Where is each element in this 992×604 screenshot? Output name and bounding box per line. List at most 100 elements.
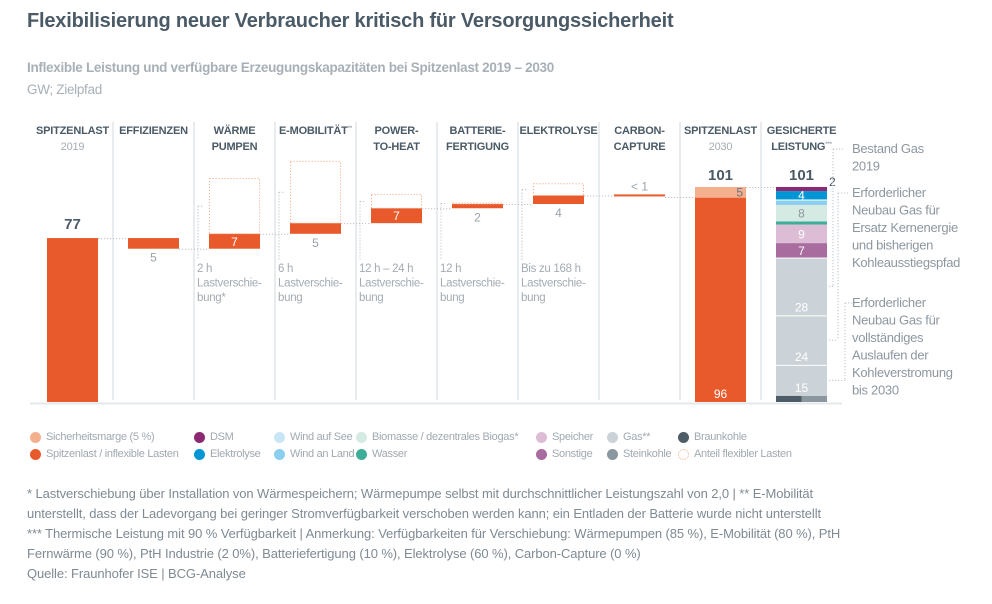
load-shift-note: Lastverschie- [197, 278, 262, 290]
legend-swatch-icon [607, 431, 618, 443]
flexible-share-e_mobilitaet [290, 160, 341, 224]
segment-label: 4 [798, 189, 805, 203]
value-label: 5 [312, 236, 319, 250]
annotation-text: Erforderlicher [852, 185, 927, 200]
segment-label: 15 [795, 381, 809, 395]
annotation-text: Neubau Gas für [852, 313, 941, 328]
annotation-text: Kohleverstromung [852, 365, 953, 380]
footnote-line: *** Thermische Leistung mit 90 % Verfügb… [27, 526, 841, 541]
legend-label: Spitzenlast / inflexible Lasten [46, 448, 179, 460]
column-header: BATTERIE- [449, 125, 506, 137]
footnote-line: unterstellt, dass der Ladevorgang bei ge… [27, 506, 822, 521]
segment-wasser [776, 221, 827, 225]
annotation-text: Bestand Gas [852, 141, 925, 156]
column-header: CARBON- [614, 125, 665, 137]
flexible-share-batteriefertigung [452, 202, 503, 205]
segment-biomasse [776, 204, 827, 222]
load-shift-note: bung* [197, 292, 226, 304]
total-label: 77 [64, 216, 81, 233]
chart-subtitle: Inflexible Leistung und verfügbare Erzeu… [27, 60, 554, 75]
load-shift-note: bung [278, 292, 302, 304]
bar-batteriefertigung [452, 204, 503, 209]
legend-swatch-icon [274, 448, 285, 460]
load-shift-note: 12 h – 24 h [359, 263, 413, 275]
flexible-share-power_to_heat [371, 193, 422, 209]
legend-label: DSM [210, 431, 234, 443]
flexible-share-elektrolyse [533, 183, 584, 196]
legend-label: Braunkohle [694, 431, 747, 443]
legend-item: Biomasse / dezentrales Biogas* [356, 430, 519, 444]
column-header: EFFIZIENZEN [119, 125, 188, 137]
column-header: FERTIGUNG [446, 141, 509, 153]
segment-sicherheitsmarge [695, 186, 746, 198]
total-label: 101 [708, 167, 733, 184]
annotation-text: Ersatz Kernenergie [852, 220, 958, 235]
annotation-text: und bisherigen [852, 238, 933, 253]
segment-label: 9 [798, 227, 805, 241]
legend-item: DSM [194, 430, 234, 444]
annotation-text: 2019 [852, 159, 880, 174]
segment-dsm [776, 186, 827, 192]
load-shift-note: 2 h [197, 263, 212, 275]
segment-label: 28 [795, 300, 809, 314]
legend-swatch-icon [536, 448, 547, 460]
column-header: PUMPEN [212, 141, 258, 153]
value-label: 5 [150, 251, 157, 265]
segment-spitzenlast [695, 197, 746, 402]
legend-swatch-icon [678, 431, 689, 443]
segment-steinkohle [801, 395, 827, 402]
bar-carbon_capture [614, 194, 665, 197]
legend-item: Anteil flexibler Lasten [678, 447, 792, 461]
legend-item: Elektrolyse [194, 447, 261, 461]
legend-swatch-icon [30, 431, 41, 443]
bar-e_mobilitaet [290, 223, 341, 234]
column-header: TO-HEAT [373, 141, 420, 153]
column-header: E-MOBILITÄT** [279, 124, 353, 137]
load-shift-note: Lastverschie- [521, 278, 586, 290]
column-header: LEISTUNG*** [771, 141, 832, 153]
load-shift-note: bung [440, 292, 464, 304]
value-label: 7 [231, 235, 238, 249]
segment-elektrolyse [776, 191, 827, 200]
annotation-text: Neubau Gas für [852, 203, 941, 218]
segment-label: 2 [829, 175, 836, 189]
total-label: 101 [789, 167, 814, 184]
value-label: < 1 [631, 179, 648, 193]
legend-item: Sicherheitsmarge (5 %) [30, 430, 155, 444]
load-shift-note: Lastverschie- [278, 278, 343, 290]
column-year: 2019 [61, 141, 85, 153]
load-shift-note: bung [359, 292, 383, 304]
legend-item: Wasser [356, 447, 407, 461]
legend-swatch-icon [607, 448, 618, 460]
legend-swatch-icon [194, 431, 205, 443]
legend-label: Steinkohle [623, 448, 672, 460]
flexible-share-waermepumpen [209, 177, 260, 235]
legend-item: Sonstige [536, 447, 593, 461]
column-header: GESICHERTE [767, 125, 837, 137]
annotation-text: Auslaufen der [852, 348, 929, 363]
annotation-text: bis 2030 [852, 383, 899, 398]
footnote-marker: *** [825, 142, 832, 148]
load-shift-note: 12 h [440, 263, 461, 275]
legend-item: Wind an Land [274, 447, 355, 461]
legend-label: Sicherheitsmarge (5 %) [46, 431, 155, 443]
segment-label: 96 [714, 387, 728, 401]
segment-label: 24 [795, 350, 809, 364]
load-shift-note: bung [521, 292, 545, 304]
annotation-text: Erforderlicher [852, 295, 927, 310]
segment-gas [776, 315, 827, 365]
column-header: WÄRME [214, 124, 256, 137]
segment-label: 8 [798, 207, 805, 221]
bar-waermepumpen [209, 233, 260, 249]
legend-label: Anteil flexibler Lasten [694, 448, 792, 460]
legend-label: Wind an Land [290, 448, 355, 460]
column-header: ELEKTROLYSE [519, 125, 597, 137]
legend-label: Biomasse / dezentrales Biogas* [372, 431, 519, 443]
footnote-line: * Lastverschiebung über Installation von… [27, 486, 814, 501]
footnote-marker: ** [348, 126, 353, 132]
legend-item: Spitzenlast / inflexible Lasten [30, 447, 179, 461]
legend-item: Speicher [536, 430, 593, 444]
bar-power_to_heat [371, 208, 422, 224]
column-header: CAPTURE [614, 141, 666, 153]
legend-item: Gas** [607, 430, 651, 444]
